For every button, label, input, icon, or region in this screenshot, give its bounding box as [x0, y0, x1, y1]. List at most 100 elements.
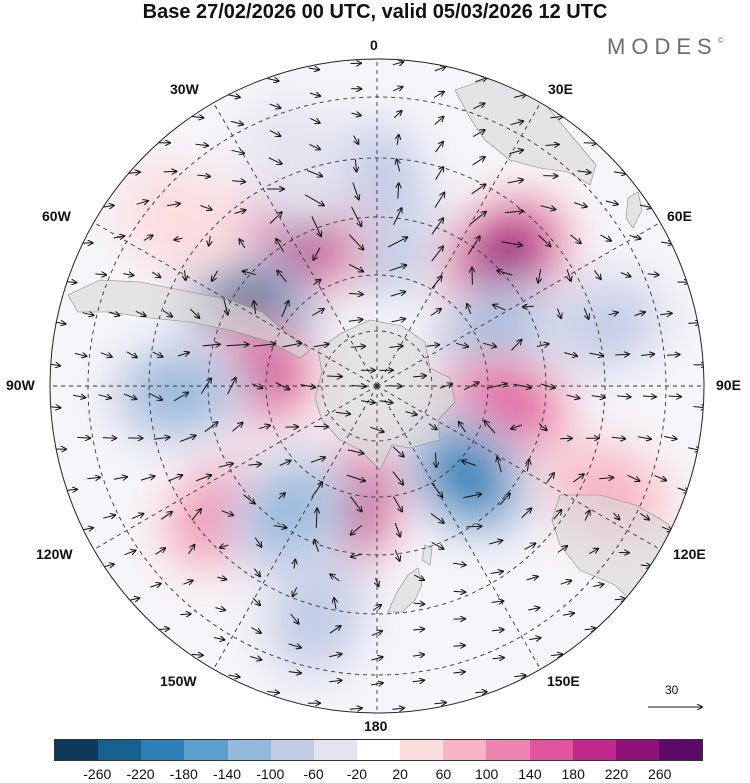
- wind-arrow: [254, 537, 261, 547]
- anomaly-level: [137, 180, 227, 265]
- wind-arrow: [279, 461, 291, 466]
- wind-arrow: [614, 599, 626, 600]
- wind-arrow: [269, 104, 281, 108]
- wind-arrow: [313, 344, 329, 347]
- wind-arrow: [493, 305, 506, 311]
- wind-arrow: [392, 471, 403, 485]
- wind-arrow: [371, 631, 382, 636]
- wind-arrow: [453, 591, 466, 592]
- colorbar-tick-label: -220: [126, 766, 155, 782]
- wind-arrow: [434, 117, 444, 125]
- wind-arrow: [251, 383, 262, 388]
- wind-arrow: [306, 169, 322, 176]
- wind-arrow: [393, 208, 402, 226]
- wind-arrow: [513, 94, 526, 97]
- wind-arrow: [312, 309, 324, 316]
- wind-arrow: [405, 412, 416, 415]
- colorbar-swatch: [55, 740, 99, 760]
- wind-arrow: [489, 540, 502, 544]
- wind-arrow: [475, 692, 486, 693]
- wind-arrow: [591, 396, 605, 398]
- wind-arrow: [309, 117, 320, 123]
- wind-arrow: [431, 246, 443, 262]
- wind-arrow: [131, 514, 144, 520]
- lon-label-150e: 150E: [547, 673, 580, 689]
- wind-arrow: [540, 383, 555, 388]
- wind-arrow: [412, 680, 424, 682]
- wind-arrow: [227, 378, 236, 395]
- wind-arrow: [309, 143, 321, 149]
- wind-arrow: [641, 354, 654, 356]
- wind-arrow: [540, 205, 556, 210]
- wind-arrow: [350, 496, 362, 512]
- wind-arrow: [183, 581, 192, 585]
- negative-anomaly: [534, 268, 676, 381]
- wind-arrow: [526, 576, 538, 580]
- colorbar-tick-label: -100: [256, 766, 285, 782]
- wind-arrow: [220, 545, 229, 548]
- colorbar-tick-label: 260: [648, 766, 672, 782]
- wind-arrow: [188, 545, 195, 554]
- wind-arrow: [113, 236, 125, 238]
- wind-arrow: [563, 613, 574, 615]
- wind-arrow: [351, 346, 365, 347]
- wind-arrow: [191, 509, 201, 521]
- wind-arrow: [329, 654, 341, 657]
- wind-arrow: [510, 121, 524, 125]
- wind-arrow: [327, 376, 342, 377]
- wind-arrow: [352, 182, 359, 200]
- wind-arrow: [521, 508, 532, 518]
- wind-arrow: [314, 540, 319, 552]
- wind-arrow: [593, 270, 600, 279]
- wind-arrow: [389, 265, 406, 272]
- wind-arrow: [511, 340, 521, 351]
- colorbar-tick-label: -60: [303, 766, 324, 782]
- wind-arrow: [453, 563, 466, 565]
- anomaly-level: [345, 144, 409, 229]
- wind-arrow: [108, 312, 119, 315]
- wind-arrow: [311, 216, 321, 237]
- wind-arrow: [143, 235, 153, 241]
- wind-arrow: [414, 574, 424, 580]
- wind-arrow: [573, 474, 583, 483]
- wind-arrow: [490, 571, 503, 573]
- lon-label-60e: 60E: [667, 208, 692, 224]
- wind-arrow: [228, 95, 240, 97]
- wind-arrow: [501, 241, 522, 246]
- wind-arrow: [355, 159, 356, 171]
- wind-arrow: [103, 515, 115, 518]
- wind-arrow: [98, 395, 111, 399]
- lon-label-90w: 90W: [6, 377, 35, 393]
- wind-arrow: [353, 135, 359, 144]
- lon-label-60w: 60W: [42, 208, 71, 224]
- wind-arrow: [243, 271, 256, 275]
- wind-arrow: [330, 574, 340, 582]
- wind-arrow: [200, 205, 211, 210]
- wind-arrow: [294, 560, 295, 569]
- wind-arrow: [223, 298, 228, 315]
- antarctica: [314, 319, 456, 471]
- colorbar-swatch: [313, 740, 357, 760]
- wind-arrow: [472, 130, 484, 138]
- wind-arrow: [397, 135, 399, 145]
- anomaly-level: [282, 572, 350, 657]
- modes-logo: MODES©: [607, 34, 724, 60]
- wind-arrow: [82, 313, 94, 316]
- landmasses: [67, 77, 701, 621]
- map-title: Base 27/02/2026 00 UTC, valid 05/03/2026…: [142, 1, 608, 23]
- wind-arrow: [218, 464, 233, 468]
- wind-arrow: [499, 494, 510, 506]
- wind-arrow: [392, 87, 403, 91]
- wind-arrow: [430, 309, 441, 316]
- wind-arrow: [475, 78, 486, 82]
- wind-arrow: [538, 269, 541, 283]
- wind-arrow: [462, 494, 481, 499]
- wind-arrow: [123, 393, 136, 399]
- reference-vector-label: 30: [665, 683, 679, 697]
- wind-arrow: [278, 493, 285, 500]
- wind-arrow: [372, 605, 381, 611]
- wind-arrow: [459, 422, 466, 433]
- wind-arrow: [527, 460, 529, 472]
- wind-arrow: [351, 524, 363, 535]
- wind-arrow: [431, 276, 442, 289]
